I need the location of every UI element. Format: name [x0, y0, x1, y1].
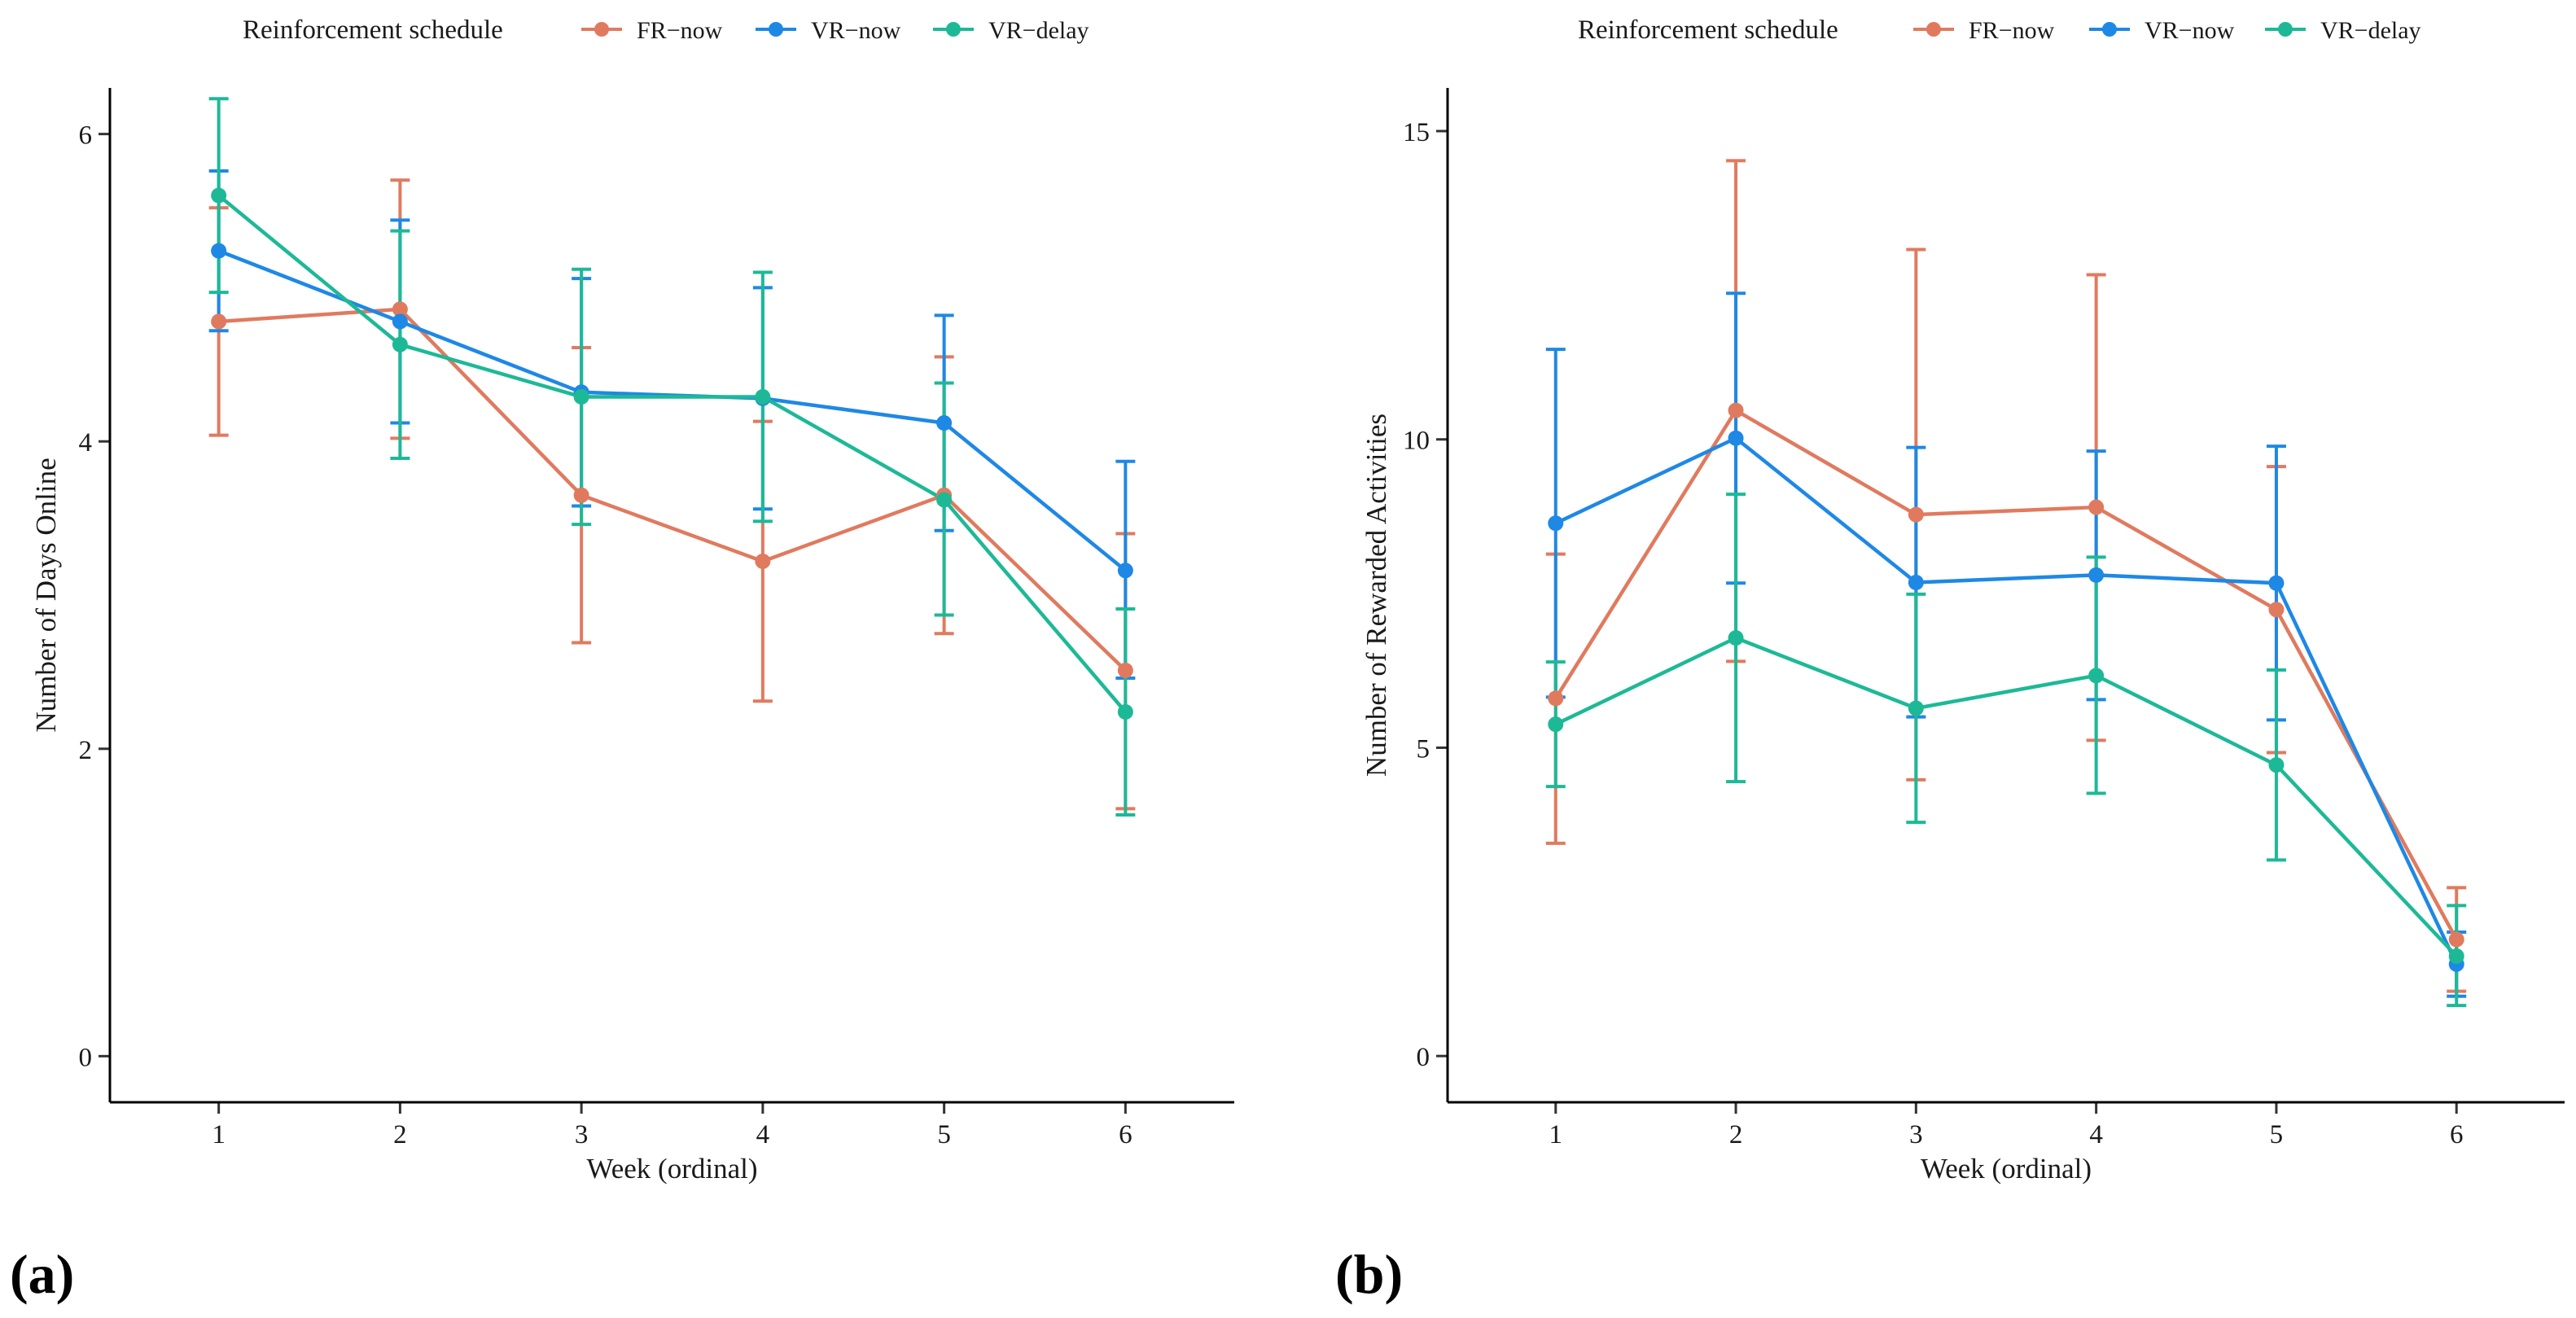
panel-a: Reinforcement schedule FR−now VR−now VR−de… — [10, 15, 1234, 1305]
point-vr-delay-a-6 — [1117, 703, 1133, 720]
x-tick-label-b-1: 1 — [1549, 1120, 1563, 1149]
point-fr-now-b-3 — [1908, 506, 1924, 523]
point-fr-now-b-1 — [1548, 690, 1564, 707]
x-tick-label-b-5: 5 — [2270, 1120, 2284, 1149]
x-tick-label-a-4: 4 — [756, 1120, 770, 1149]
legend-b: Reinforcement schedule FR−now VR−now VR−de… — [1578, 15, 2421, 45]
series-vr-delay-a — [208, 97, 1136, 817]
legend-label-vr-delay-b: VR−delay — [2320, 17, 2421, 44]
series-line-vr-delay-b — [1554, 636, 2458, 958]
y-tick-label-a-0: 0 — [79, 1043, 93, 1072]
legend-label-fr-now-b: FR−now — [1969, 17, 2055, 44]
y-axis-label-b: Number of Rewarded Activities — [1360, 414, 1392, 777]
x-tick-label-b-6: 6 — [2450, 1120, 2464, 1149]
point-vr-delay-b-1 — [1548, 716, 1564, 733]
point-fr-now-b-5 — [2268, 602, 2285, 618]
point-vr-now-b-5 — [2268, 575, 2285, 591]
point-fr-now-b-2 — [1728, 402, 1744, 418]
x-tick-label-a-1: 1 — [212, 1120, 226, 1149]
series-fr-now-b — [1545, 159, 2467, 993]
point-vr-delay-a-4 — [755, 388, 771, 405]
series-line-fr-now-b — [1553, 408, 2459, 941]
point-fr-now-a-2 — [392, 301, 408, 317]
y-tick-label-b-10: 10 — [1403, 427, 1430, 456]
point-vr-delay-b-4 — [2088, 668, 2105, 684]
legend-swatch-dot-vr-delay-a — [946, 22, 961, 37]
series-fr-now-a — [208, 178, 1136, 811]
y-tick-label-a-2: 2 — [79, 736, 93, 765]
legend-label-vr-now-b: VR−now — [2144, 17, 2235, 44]
x-tick-label-a-6: 6 — [1119, 1120, 1132, 1149]
x-tick-label-b-3: 3 — [1909, 1120, 1923, 1149]
point-vr-delay-a-3 — [573, 388, 589, 405]
legend-title-a: Reinforcement schedule — [243, 15, 503, 45]
legend-swatch-dot-vr-now-a — [769, 22, 783, 37]
point-vr-now-b-1 — [1548, 515, 1564, 532]
x-tick-label-a-2: 2 — [393, 1120, 407, 1149]
panel-b: Reinforcement schedule FR−now VR−now VR−de… — [1335, 15, 2565, 1305]
point-fr-now-b-6 — [2448, 931, 2464, 948]
legend-label-fr-now-a: FR−now — [637, 17, 723, 44]
series-vr-delay-b — [1545, 493, 2467, 1008]
series-line-vr-delay-a — [217, 194, 1128, 713]
y-tick-label-a-6: 6 — [79, 121, 93, 151]
x-tick-label-b-4: 4 — [2089, 1120, 2103, 1149]
legend-swatch-dot-vr-now-b — [2102, 22, 2117, 37]
panel-label-a: (a) — [10, 1243, 74, 1305]
x-tick-label-a-3: 3 — [575, 1120, 589, 1149]
series-line-fr-now-a — [218, 307, 1127, 672]
legend-swatch-dot-fr-now-b — [1926, 22, 1941, 37]
x-axis-label-a: Week (ordinal) — [587, 1153, 758, 1184]
point-vr-now-a-6 — [1117, 563, 1133, 579]
point-vr-delay-b-3 — [1908, 700, 1924, 716]
y-tick-label-b-0: 0 — [1417, 1043, 1430, 1072]
series-vr-now-a — [208, 169, 1136, 680]
point-vr-delay-a-1 — [211, 187, 227, 204]
point-vr-delay-a-5 — [936, 492, 953, 508]
point-fr-now-a-6 — [1117, 663, 1133, 679]
point-vr-now-a-1 — [211, 243, 227, 259]
point-vr-delay-b-2 — [1728, 630, 1744, 646]
y-tick-label-b-15: 15 — [1403, 118, 1430, 147]
x-axis-label-b: Week (ordinal) — [1921, 1153, 2092, 1184]
y-axis-label-a: Number of Days Online — [30, 458, 62, 732]
y-tick-label-a-4: 4 — [79, 428, 93, 458]
series-vr-now-b — [1545, 291, 2467, 998]
point-vr-delay-a-2 — [392, 336, 408, 352]
legend-title-b: Reinforcement schedule — [1578, 15, 1838, 45]
point-vr-delay-b-6 — [2448, 948, 2464, 964]
point-fr-now-b-4 — [2088, 499, 2105, 515]
legend-label-vr-delay-a: VR−delay — [988, 17, 1089, 44]
point-vr-now-b-4 — [2088, 567, 2105, 583]
point-fr-now-a-1 — [211, 313, 227, 330]
legend-a: Reinforcement schedule FR−now VR−now VR−de… — [243, 15, 1089, 45]
point-vr-now-a-2 — [392, 313, 408, 330]
panel-label-b: (b) — [1335, 1243, 1403, 1305]
point-vr-now-b-3 — [1908, 574, 1924, 590]
y-tick-label-b-5: 5 — [1417, 734, 1430, 764]
x-tick-label-a-5: 5 — [937, 1120, 951, 1149]
series-line-vr-now-a — [217, 249, 1127, 572]
point-fr-now-a-3 — [573, 487, 589, 503]
point-vr-now-b-2 — [1728, 430, 1744, 446]
legend-swatch-dot-vr-delay-b — [2278, 22, 2293, 37]
series-line-vr-now-b — [1554, 436, 2459, 966]
point-vr-delay-b-5 — [2268, 757, 2285, 773]
point-vr-now-a-5 — [936, 415, 953, 431]
point-fr-now-a-4 — [755, 553, 771, 569]
legend-label-vr-now-a: VR−now — [811, 17, 901, 44]
x-tick-label-b-2: 2 — [1729, 1120, 1743, 1149]
legend-swatch-dot-fr-now-a — [594, 22, 609, 37]
